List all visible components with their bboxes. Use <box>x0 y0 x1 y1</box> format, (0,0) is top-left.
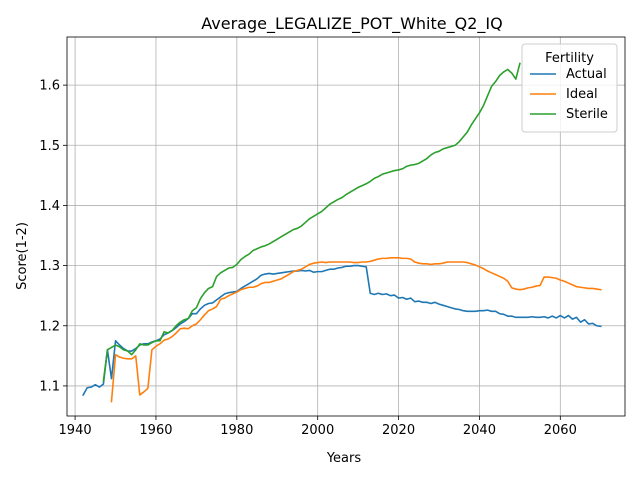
axis-ticks: 1940 1960 1980 2000 2020 2040 2060 1.1 1.2 1.3 1.4… <box>39 79 577 438</box>
series-line-actual <box>82 264 602 397</box>
legend-title: Fertility <box>545 51 594 66</box>
y-tick-label: 1.6 <box>39 79 60 94</box>
x-tick-label: 2000 <box>301 423 334 438</box>
y-tick-label: 1.5 <box>39 139 60 154</box>
y-tick-label: 1.4 <box>39 199 60 214</box>
x-tick-label: 2040 <box>463 423 496 438</box>
x-tick-label: 1980 <box>220 423 253 438</box>
legend-box <box>521 43 618 133</box>
series-line-ideal <box>110 256 602 403</box>
chart-title: Average_LEGALIZE_POT_White_Q2_IQ <box>201 14 502 34</box>
x-axis-label: Years <box>326 451 362 466</box>
y-tick-label: 1.2 <box>39 319 60 334</box>
series-line-sterile <box>102 62 521 383</box>
legend-label-sterile: Sterile <box>566 107 608 122</box>
chart-legend: Fertility Actual Ideal Sterile <box>521 43 618 133</box>
x-tick-label: 2020 <box>382 423 415 438</box>
legend-label-actual: Actual <box>566 67 607 82</box>
legend-label-ideal: Ideal <box>566 87 598 102</box>
y-axis-label: Score(1-2) <box>15 222 30 290</box>
y-tick-label: 1.1 <box>39 379 60 394</box>
y-tick-label: 1.3 <box>39 259 60 274</box>
x-tick-label: 1940 <box>59 423 92 438</box>
x-tick-label: 1960 <box>139 423 172 438</box>
series-lines <box>82 62 602 403</box>
plot-area-frame <box>66 36 626 417</box>
x-tick-label: 2060 <box>544 423 577 438</box>
